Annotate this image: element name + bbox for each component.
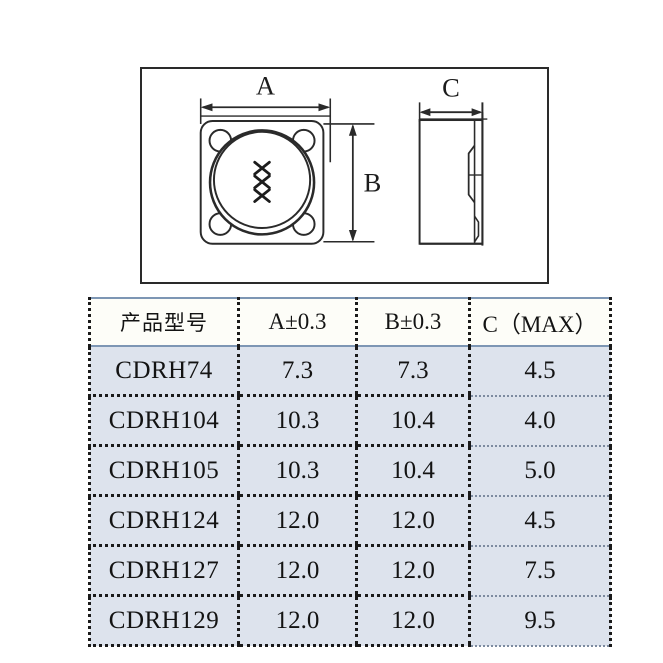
package-drawing-panel: A B	[140, 67, 549, 284]
column-header-c: C（MAX）	[468, 297, 612, 347]
cell-model: CDRH124	[88, 495, 239, 547]
cell-c: 4.5	[468, 495, 612, 547]
dimension-a-arrow-right	[318, 103, 331, 112]
cell-a: 7.3	[237, 346, 357, 397]
cell-a: 12.0	[237, 595, 357, 647]
dimension-a-group: A	[199, 71, 332, 163]
dimension-c-arrow-left	[419, 108, 431, 117]
cell-a: 10.3	[237, 445, 357, 497]
dimension-a-arrow-left	[200, 103, 213, 112]
dimension-b-arrow-top	[348, 123, 357, 136]
column-header-a: A±0.3	[237, 297, 357, 347]
cell-model: CDRH74	[88, 346, 239, 397]
table-body: CDRH74 7.3 7.3 4.5 CDRH104 10.3 10.4 4.0…	[88, 346, 612, 647]
table-row: CDRH127 12.0 12.0 7.5	[88, 545, 612, 597]
part-marking-xxx	[253, 160, 271, 203]
cell-model: CDRH104	[88, 395, 239, 447]
table-row: CDRH74 7.3 7.3 4.5	[88, 346, 612, 397]
side-view-group	[418, 112, 484, 246]
dimension-c-group: C	[418, 72, 488, 123]
cell-model: CDRH129	[88, 595, 239, 647]
side-view-terminal-notch	[467, 145, 476, 204]
dimension-b-label: B	[364, 168, 382, 198]
cell-a: 12.0	[237, 495, 357, 547]
dimension-c-arrow-right	[471, 108, 483, 117]
table-row: CDRH124 12.0 12.0 4.5	[88, 495, 612, 547]
table-header: 产品型号 A±0.3 B±0.3 C（MAX）	[88, 297, 612, 347]
cell-c: 4.0	[468, 395, 612, 447]
cell-c: 9.5	[468, 595, 612, 647]
dimension-spec-table: 产品型号 A±0.3 B±0.3 C（MAX） CDRH74 7.3 7.3 4…	[88, 297, 612, 647]
cell-b: 7.3	[355, 346, 470, 397]
cell-a: 10.3	[237, 395, 357, 447]
column-header-b: B±0.3	[355, 297, 470, 347]
column-header-model: 产品型号	[88, 297, 239, 347]
table-header-row: 产品型号 A±0.3 B±0.3 C（MAX）	[88, 297, 612, 347]
cell-model: CDRH105	[88, 445, 239, 497]
top-view-coil-inner-ring	[212, 130, 312, 229]
cell-b: 10.4	[355, 395, 470, 447]
dimension-c-label: C	[442, 72, 460, 102]
dimension-spec-table-container: 产品型号 A±0.3 B±0.3 C（MAX） CDRH74 7.3 7.3 4…	[88, 297, 612, 647]
table-row: CDRH105 10.3 10.4 5.0	[88, 445, 612, 497]
dimension-b-arrow-bottom	[348, 229, 357, 242]
table-row: CDRH129 12.0 12.0 9.5	[88, 595, 612, 647]
cell-model: CDRH127	[88, 545, 239, 597]
side-view-body-outline	[418, 119, 484, 245]
package-drawing-svg: A B	[199, 71, 488, 246]
dimension-b-group: B	[323, 123, 382, 243]
cell-c: 4.5	[468, 346, 612, 397]
side-view-terminal-foot	[473, 215, 480, 243]
cell-c: 7.5	[468, 545, 612, 597]
top-view-group	[199, 120, 325, 245]
cell-a: 12.0	[237, 545, 357, 597]
cell-b: 12.0	[355, 495, 470, 547]
table-row: CDRH104 10.3 10.4 4.0	[88, 395, 612, 447]
cell-b: 12.0	[355, 595, 470, 647]
cell-b: 10.4	[355, 445, 470, 497]
cell-c: 5.0	[468, 445, 612, 497]
cell-b: 12.0	[355, 545, 470, 597]
dimension-a-label: A	[256, 71, 275, 101]
